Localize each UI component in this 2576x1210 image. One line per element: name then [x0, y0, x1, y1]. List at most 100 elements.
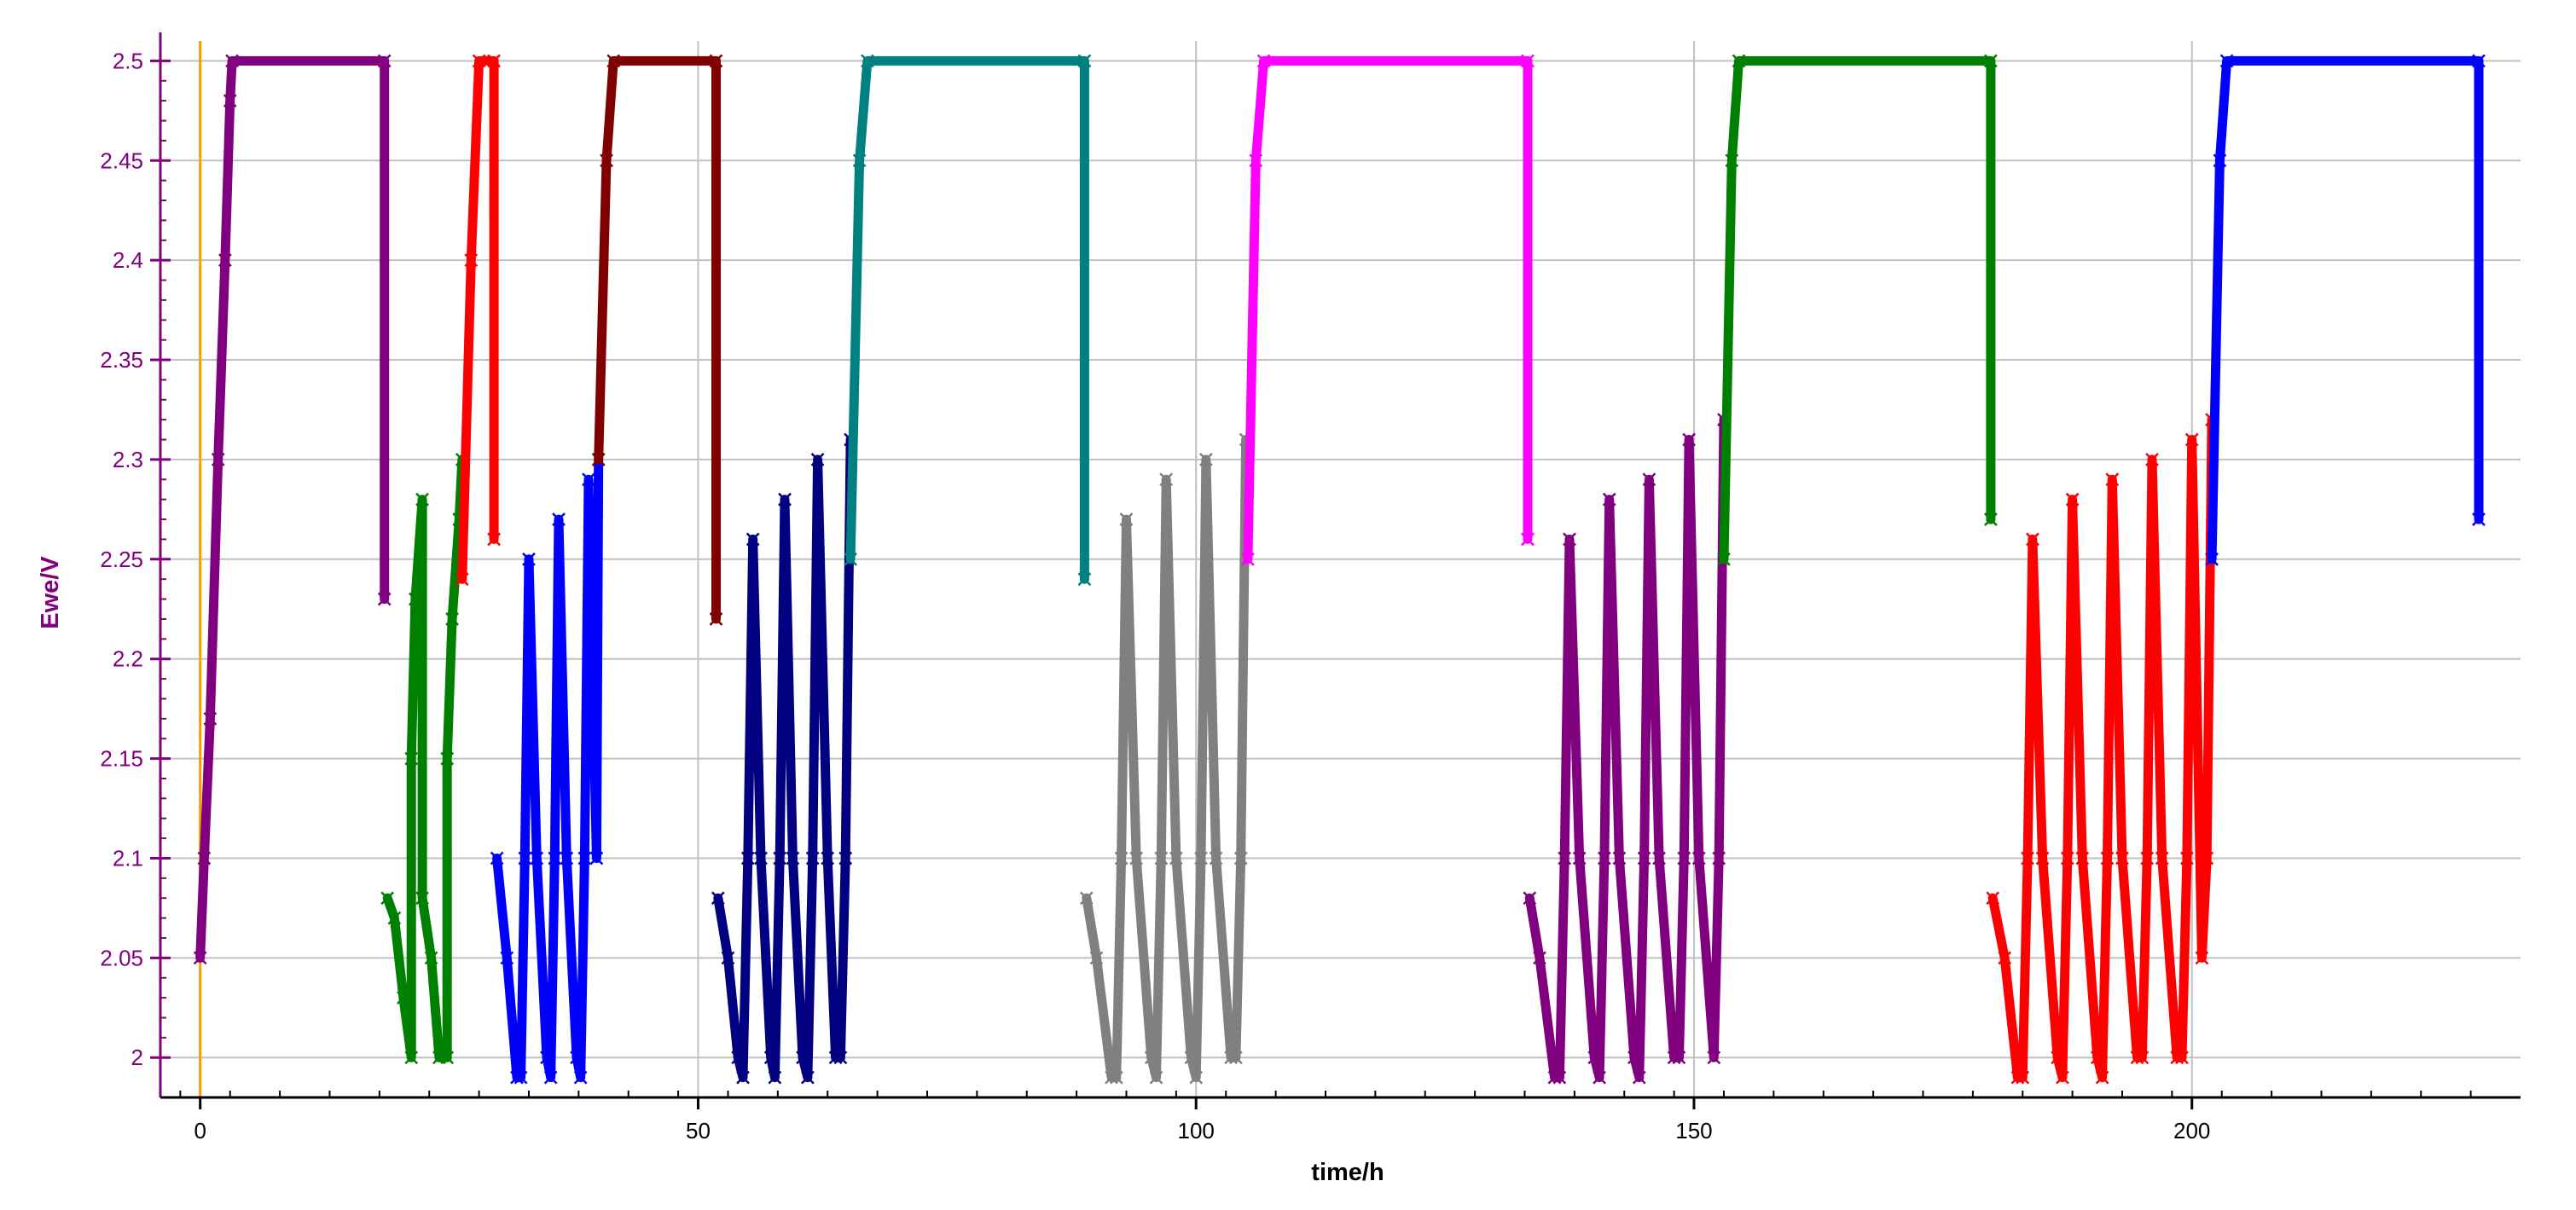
data-point [2060, 851, 2074, 866]
data-point [1105, 1070, 1118, 1085]
data-point [1691, 851, 1706, 866]
data-point [1983, 512, 1998, 526]
data-point [805, 851, 820, 866]
data-point [548, 851, 562, 866]
data-point [2145, 453, 2159, 466]
data-point [464, 253, 479, 268]
data-point [773, 851, 787, 866]
data-point [1717, 552, 1731, 566]
series [591, 54, 723, 626]
data-point [570, 1051, 583, 1065]
axes: 2 2.05 2.1 2.15 2.2 2.25 2.3 2.35 2.4 2.45 2.5 0 50 1… [100, 32, 2521, 1143]
data-point [1612, 851, 1627, 866]
data-point [415, 891, 429, 906]
data-point [1552, 1070, 1567, 1085]
series [2205, 54, 2486, 566]
data-point [1241, 552, 1255, 566]
data-point [1233, 851, 1248, 866]
y-tick-label: 2.35 [100, 347, 143, 373]
data-point [736, 1070, 750, 1085]
data-point [844, 552, 857, 566]
data-point [1523, 891, 1537, 906]
data-point [2010, 1070, 2025, 1085]
y-axis-title: Ewe/V [37, 556, 64, 629]
data-point [2051, 1051, 2064, 1065]
data-point [786, 851, 800, 866]
data-point [709, 612, 723, 626]
data-point [223, 94, 237, 108]
data-point [2175, 1051, 2189, 1065]
data-point [2472, 512, 2486, 526]
data-point [1602, 492, 1616, 507]
data-point [852, 153, 867, 168]
data-point [768, 1070, 782, 1085]
data-point [440, 1051, 455, 1065]
y-tick-label: 2 [131, 1045, 143, 1070]
data-point [810, 453, 825, 466]
data-point [2056, 1070, 2069, 1085]
data-point [2130, 1051, 2144, 1065]
y-tick-label: 2.45 [100, 148, 143, 173]
data-point [1572, 851, 1587, 866]
data-point [2179, 851, 2194, 866]
data-point [2075, 851, 2090, 866]
data-point [380, 891, 395, 906]
y-tick-label: 2.2 [113, 646, 143, 672]
data-point [2115, 851, 2129, 866]
data-point [2219, 54, 2234, 68]
data-point [1089, 951, 1104, 965]
data-point [1593, 1070, 1606, 1085]
series-group [193, 54, 2486, 1085]
data-point [606, 54, 621, 68]
data-point [203, 711, 218, 726]
data-point [1642, 472, 1656, 487]
data-point [1598, 851, 1611, 866]
data-point [861, 54, 874, 68]
data-point [193, 951, 207, 965]
data-point [1521, 532, 1535, 547]
y-tick-label: 2.15 [100, 746, 143, 772]
data-point [1109, 1070, 1123, 1085]
data-point [763, 1051, 778, 1065]
series [380, 453, 469, 1065]
x-tick-label: 100 [1178, 1118, 1215, 1143]
data-point [387, 911, 402, 925]
data-point [1229, 1051, 1243, 1065]
data-point [1547, 1070, 1562, 1085]
data-point [1652, 851, 1666, 866]
data-point [415, 492, 429, 507]
data-point [424, 951, 438, 965]
data-point [1712, 851, 1726, 866]
data-point [1159, 472, 1174, 487]
data-point [1725, 153, 1739, 168]
data-point [1533, 951, 1546, 965]
data-point [2170, 1051, 2184, 1065]
data-point [2195, 951, 2209, 965]
series [1523, 413, 1731, 1085]
data-point [1563, 532, 1576, 547]
series [455, 54, 501, 587]
data-point [472, 54, 486, 68]
data-point [1707, 1051, 1721, 1065]
data-point [197, 851, 212, 866]
data-point [552, 512, 566, 526]
data-point [1149, 1070, 1163, 1085]
data-point [1194, 851, 1208, 866]
data-point [522, 552, 536, 566]
data-point [2021, 851, 2034, 866]
series [490, 453, 606, 1085]
data-point [1558, 851, 1572, 866]
data-point [211, 453, 225, 466]
data-point [2135, 1051, 2150, 1065]
data-point [1119, 512, 1134, 526]
data-point [487, 54, 501, 68]
data-point [577, 851, 592, 866]
y-tick-label: 2.3 [113, 447, 143, 472]
series [1241, 54, 1535, 566]
data-point [500, 951, 514, 965]
data-point [2016, 1070, 2030, 1085]
x-tick-label: 150 [1675, 1118, 1712, 1143]
y-tick-label: 2.05 [100, 945, 143, 970]
